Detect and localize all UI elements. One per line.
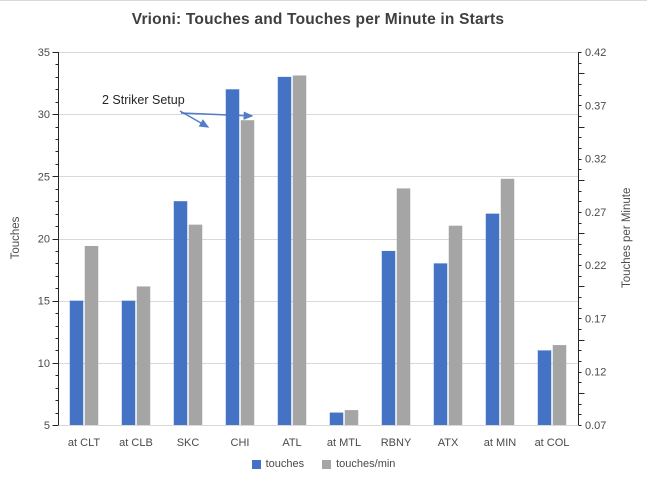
bar-touches-at-MIN <box>485 213 500 425</box>
right-tick-label: 0.07 <box>585 420 606 432</box>
bar-touches-CHI <box>225 89 240 426</box>
legend-item-touches-min: touches/min <box>322 458 395 470</box>
touches-min-swatch-icon <box>322 459 332 469</box>
category-label: SKC <box>177 437 200 449</box>
bar-touches-RBNY <box>381 250 396 425</box>
bar-touches-min-at-MIN <box>500 178 515 425</box>
right-tick-label: 0.27 <box>585 207 606 219</box>
category-label: at CLB <box>119 437 153 449</box>
legend-label-touches: touches <box>265 458 305 470</box>
legend: touches touches/min <box>0 458 647 470</box>
bar-touches-min-ATX <box>448 225 463 425</box>
bar-touches-ATL <box>277 76 292 425</box>
right-tick-label: 0.37 <box>585 100 606 112</box>
left-tick-label: 30 <box>38 109 50 121</box>
chart-title: Vrioni: Touches and Touches per Minute i… <box>131 11 505 28</box>
category-label: RBNY <box>381 437 412 449</box>
legend-item-touches: touches <box>251 458 305 470</box>
category-label: at MTL <box>327 437 361 449</box>
touches-swatch-icon <box>251 459 261 469</box>
left-tick-label: 15 <box>38 296 50 308</box>
left-tick-label: 5 <box>44 420 50 432</box>
left-tick-label: 10 <box>38 358 50 370</box>
bar-touches-SKC <box>173 201 188 425</box>
left-tick-label: 25 <box>38 171 50 183</box>
right-tick-label: 0.22 <box>585 260 606 272</box>
category-label: at MIN <box>484 437 516 449</box>
annotation-arrow <box>180 111 254 120</box>
bar-touches-min-SKC <box>188 224 203 425</box>
right-tick-label: 0.17 <box>585 313 606 325</box>
bar-touches-at-MTL <box>329 412 344 425</box>
bar-touches-min-RBNY <box>396 188 411 425</box>
legend-label-touches-min: touches/min <box>336 458 396 470</box>
category-label: ATL <box>282 437 301 449</box>
right-tick-label: 0.12 <box>585 367 606 379</box>
annotation-2-striker-setup: 2 Striker Setup <box>102 93 185 107</box>
bar-touches-min-at-MTL <box>344 410 359 425</box>
category-label: at CLT <box>68 437 100 449</box>
bar-touches-min-at-CLT <box>84 245 99 425</box>
category-label: CHI <box>231 437 250 449</box>
right-tick-label: 0.42 <box>585 47 606 59</box>
bar-touches-at-COL <box>537 350 552 425</box>
right-tick-label: 0.32 <box>585 154 606 166</box>
bar-touches-ATX <box>433 263 448 425</box>
category-label: ATX <box>438 437 459 449</box>
bar-touches-min-at-CLB <box>136 286 151 425</box>
category-label: at COL <box>535 437 570 449</box>
bar-touches-min-at-COL <box>552 345 567 425</box>
bar-touches-min-CHI <box>240 120 255 425</box>
bar-touches-min-ATL <box>292 75 307 426</box>
left-tick-label: 35 <box>38 47 50 59</box>
bar-touches-at-CLB <box>121 300 136 425</box>
bar-touches-at-CLT <box>69 300 84 425</box>
left-tick-label: 20 <box>38 234 50 246</box>
